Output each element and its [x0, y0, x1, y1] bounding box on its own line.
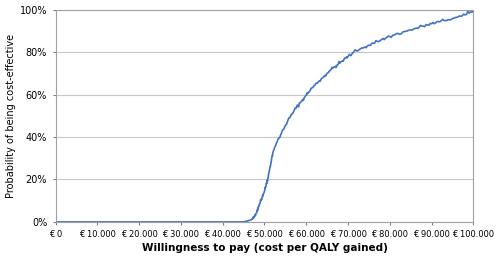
Y-axis label: Probability of being cost-effective: Probability of being cost-effective — [6, 34, 16, 198]
X-axis label: Willingness to pay (cost per QALY gained): Willingness to pay (cost per QALY gained… — [142, 243, 388, 254]
